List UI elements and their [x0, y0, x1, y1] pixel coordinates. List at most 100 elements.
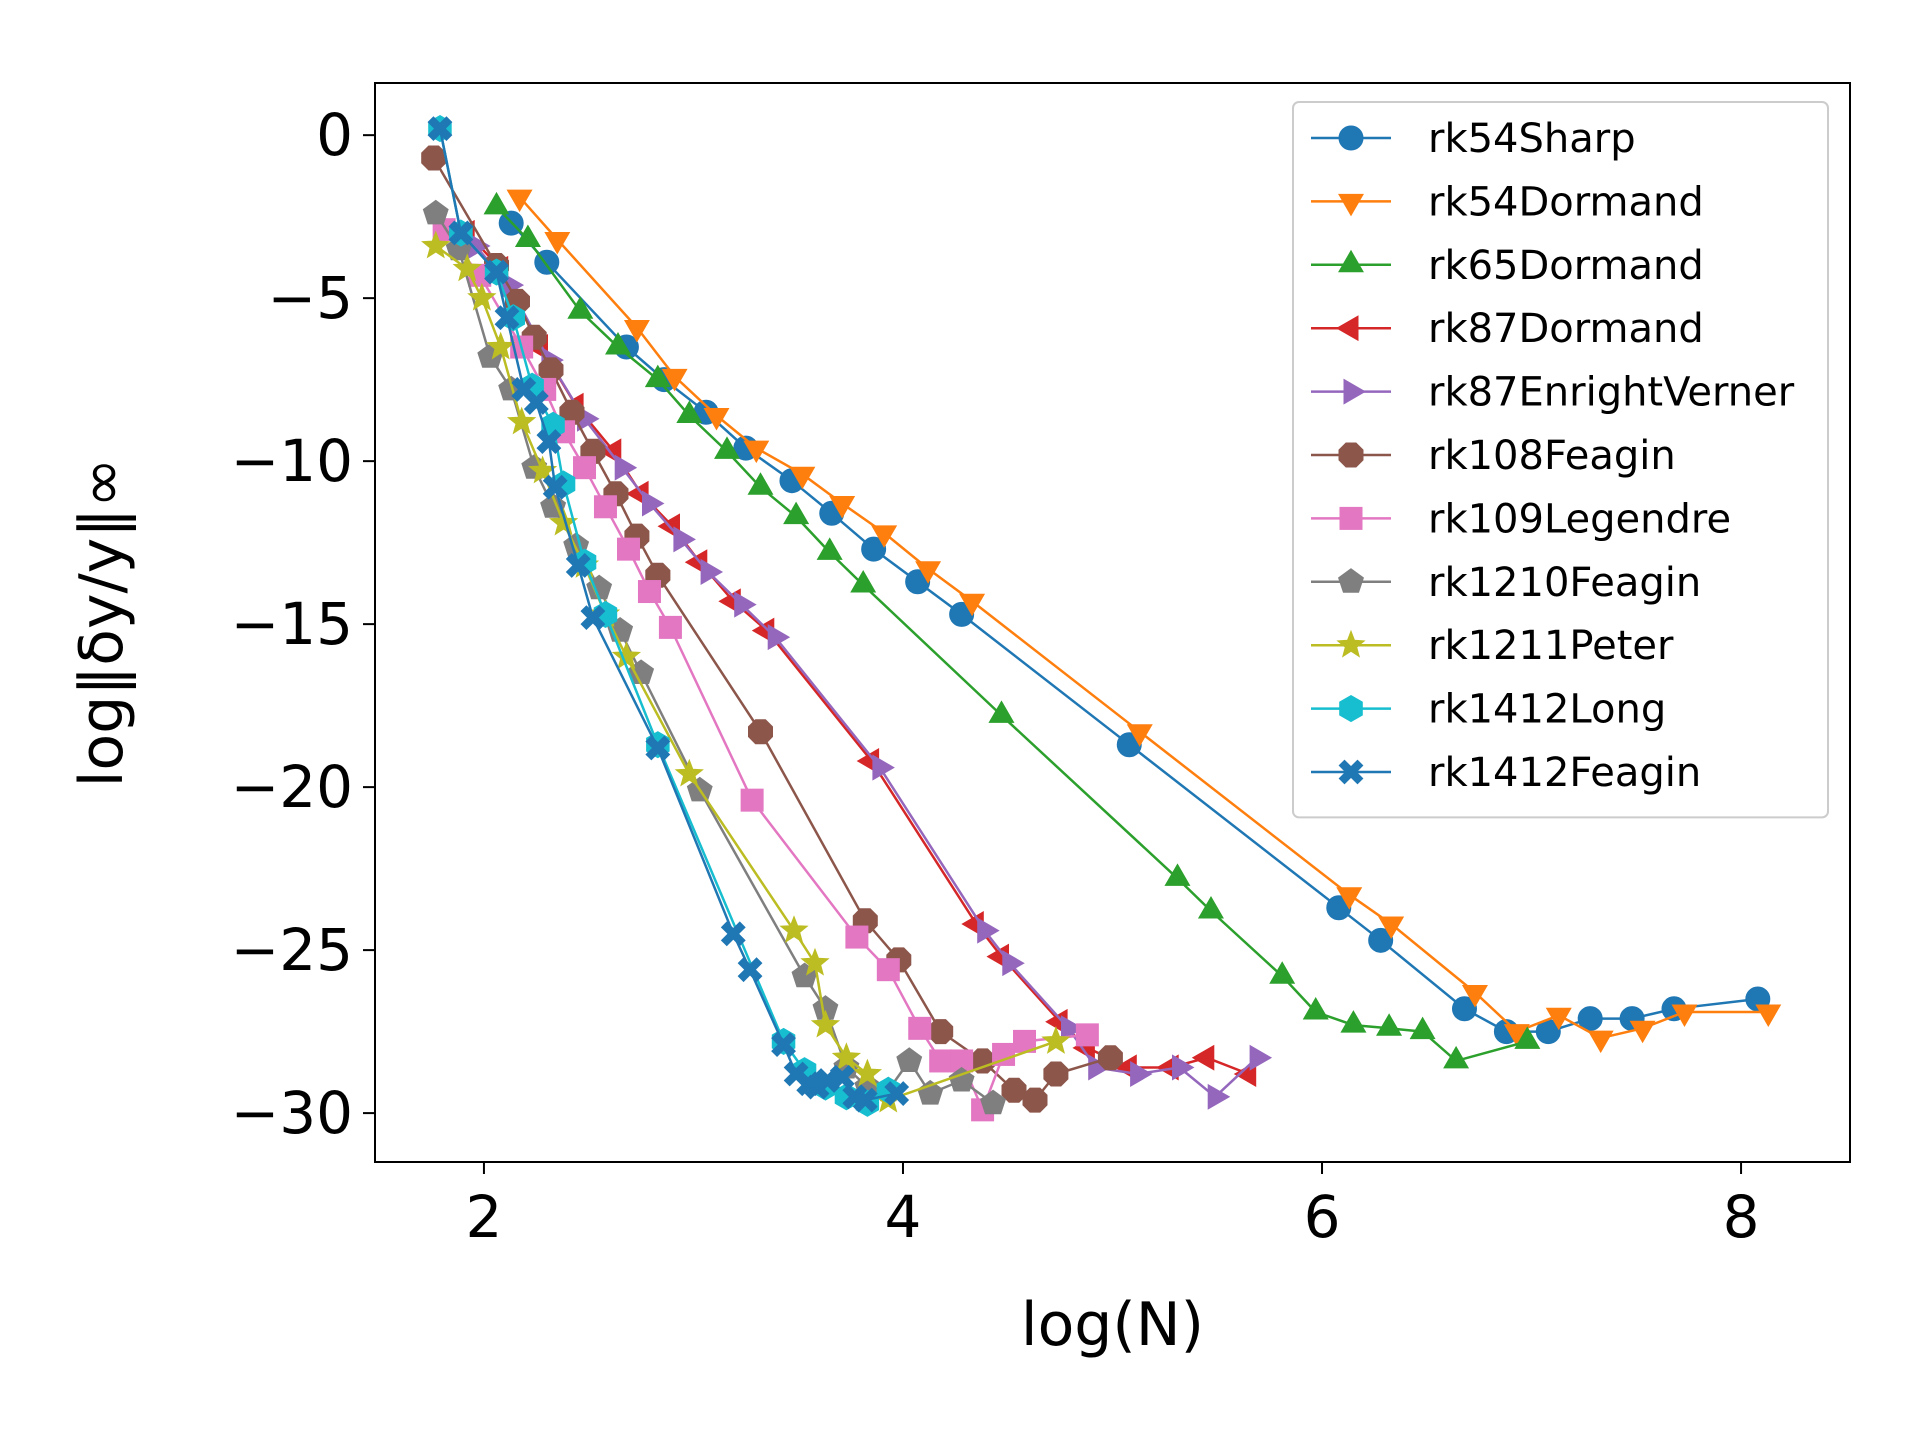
data-point — [1022, 1087, 1048, 1113]
data-point — [514, 224, 541, 247]
data-point — [536, 429, 562, 454]
data-point — [816, 537, 843, 560]
legend-item: rk1412Long — [1311, 687, 1666, 733]
data-point — [448, 220, 474, 246]
data-point — [1191, 1044, 1215, 1071]
data-point — [737, 957, 763, 983]
data-point — [872, 754, 895, 781]
data-point — [714, 436, 740, 459]
data-point — [1043, 1061, 1069, 1087]
data-point — [829, 1064, 855, 1090]
data-point — [565, 553, 591, 578]
data-point — [614, 454, 638, 481]
data-point — [861, 536, 887, 562]
legend-label: rk54Sharp — [1428, 116, 1636, 162]
legend-item: rk54Sharp — [1311, 116, 1636, 162]
data-point — [1461, 985, 1488, 1008]
legend-marker — [1338, 568, 1364, 593]
plot-area — [421, 115, 1782, 1122]
data-point — [645, 735, 671, 761]
data-point — [484, 259, 509, 285]
data-point — [483, 191, 510, 215]
x-axis-label: log(N) — [1021, 1290, 1204, 1360]
y-tick-label: −30 — [231, 1079, 353, 1147]
data-point — [929, 1049, 953, 1073]
legend-item: rk109Legendre — [1311, 496, 1731, 542]
data-point — [871, 525, 898, 548]
data-point — [1097, 1045, 1123, 1071]
legend-marker — [1338, 249, 1364, 273]
data-point — [703, 408, 730, 431]
data-point — [700, 558, 724, 585]
data-point — [734, 591, 757, 618]
data-point — [523, 390, 549, 415]
data-point — [1409, 1016, 1436, 1040]
legend-item: rk65Dormand — [1311, 243, 1704, 289]
y-tick-label: −15 — [231, 590, 353, 658]
data-point — [1514, 1026, 1541, 1049]
legend-label: rk65Dormand — [1428, 243, 1704, 289]
data-point — [593, 495, 617, 519]
data-point — [789, 466, 816, 490]
y-axis-label: log‖δy/y‖∞ — [67, 458, 137, 787]
data-point — [1302, 997, 1329, 1020]
data-point — [1451, 996, 1477, 1022]
legend-box — [1292, 101, 1829, 819]
data-point — [928, 1019, 954, 1045]
data-point — [829, 496, 856, 519]
y-tick-label: −25 — [231, 916, 353, 984]
data-point — [673, 526, 696, 553]
data-point — [810, 1009, 841, 1038]
data-point — [908, 1016, 932, 1040]
series-rk87EnrightVerner — [468, 233, 1273, 1110]
data-point — [658, 615, 682, 639]
data-point — [915, 561, 942, 584]
data-point — [1041, 1026, 1071, 1054]
data-point — [800, 947, 830, 976]
legend-marker — [1336, 629, 1366, 658]
series-rk1412Feagin — [427, 116, 910, 1113]
data-point — [850, 569, 877, 593]
data-point — [573, 456, 597, 480]
data-point — [1164, 863, 1191, 886]
data-point — [1130, 1061, 1153, 1087]
legend-item: rk108Feagin — [1311, 433, 1676, 479]
data-point — [1755, 1004, 1782, 1028]
legend-item: rk87EnrightVerner — [1311, 370, 1795, 416]
data-point — [1340, 1010, 1367, 1033]
data-point — [1207, 1083, 1231, 1110]
data-point — [884, 1081, 910, 1106]
legend-label: rk1412Feagin — [1428, 750, 1701, 796]
data-point — [720, 921, 746, 947]
data-point — [767, 624, 791, 651]
data-point — [747, 472, 774, 495]
data-point — [1336, 887, 1363, 910]
legend-marker — [1343, 378, 1367, 405]
data-point — [494, 305, 520, 331]
data-point — [674, 758, 704, 787]
data-point — [831, 1042, 862, 1071]
data-point — [1443, 1045, 1470, 1069]
data-point — [506, 406, 537, 435]
data-point — [452, 253, 482, 282]
data-point — [611, 641, 642, 670]
y-tick-label: −5 — [268, 264, 354, 332]
data-point — [1376, 1013, 1403, 1036]
data-point — [1061, 1015, 1084, 1042]
series-rk65Dormand — [483, 191, 1541, 1069]
data-point — [467, 282, 497, 311]
data-point — [1587, 1030, 1614, 1054]
legend-item: rk1211Peter — [1311, 623, 1674, 669]
data-point — [740, 788, 764, 812]
data-point — [567, 296, 594, 319]
data-point — [623, 320, 650, 343]
data-point — [1629, 1020, 1656, 1044]
legend-label: rk1210Feagin — [1428, 560, 1701, 606]
data-point — [644, 364, 671, 388]
data-point — [676, 400, 703, 423]
y-tick-label: −10 — [231, 427, 353, 495]
data-point — [1126, 724, 1153, 747]
data-point — [1577, 1006, 1603, 1032]
legend-marker — [1338, 442, 1364, 468]
data-point — [617, 537, 641, 561]
